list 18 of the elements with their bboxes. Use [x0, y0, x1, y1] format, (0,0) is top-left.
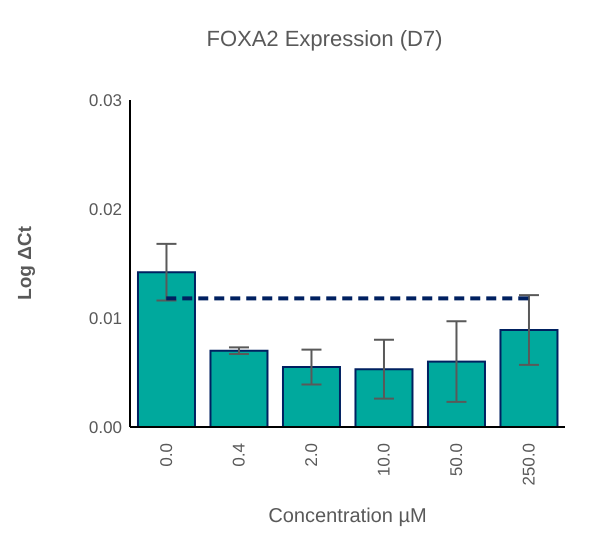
y-tick-label: 0.00	[88, 418, 122, 438]
chart-title: FOXA2 Expression (D7)	[206, 26, 444, 52]
x-axis-title: Concentration µM	[267, 505, 428, 528]
y-tick-label: 0.01	[88, 309, 122, 328]
x-tick-label: 2.0	[302, 443, 321, 467]
bar	[209, 350, 268, 427]
x-tick-label: 50.0	[446, 443, 466, 476]
x-tick-label: 10.0	[374, 443, 394, 476]
x-tick-label: 250.0	[519, 443, 538, 486]
y-tick-label: 0.02	[88, 200, 122, 220]
y-tick-label: 0.03	[88, 91, 122, 110]
y-axis-title: Log ΔCt	[15, 226, 37, 300]
bar	[426, 360, 486, 427]
bar	[499, 328, 558, 427]
bar	[282, 366, 341, 427]
x-tick-label: 0.4	[229, 443, 248, 467]
x-tick-label: 0.0	[156, 443, 176, 467]
bar	[354, 368, 414, 427]
